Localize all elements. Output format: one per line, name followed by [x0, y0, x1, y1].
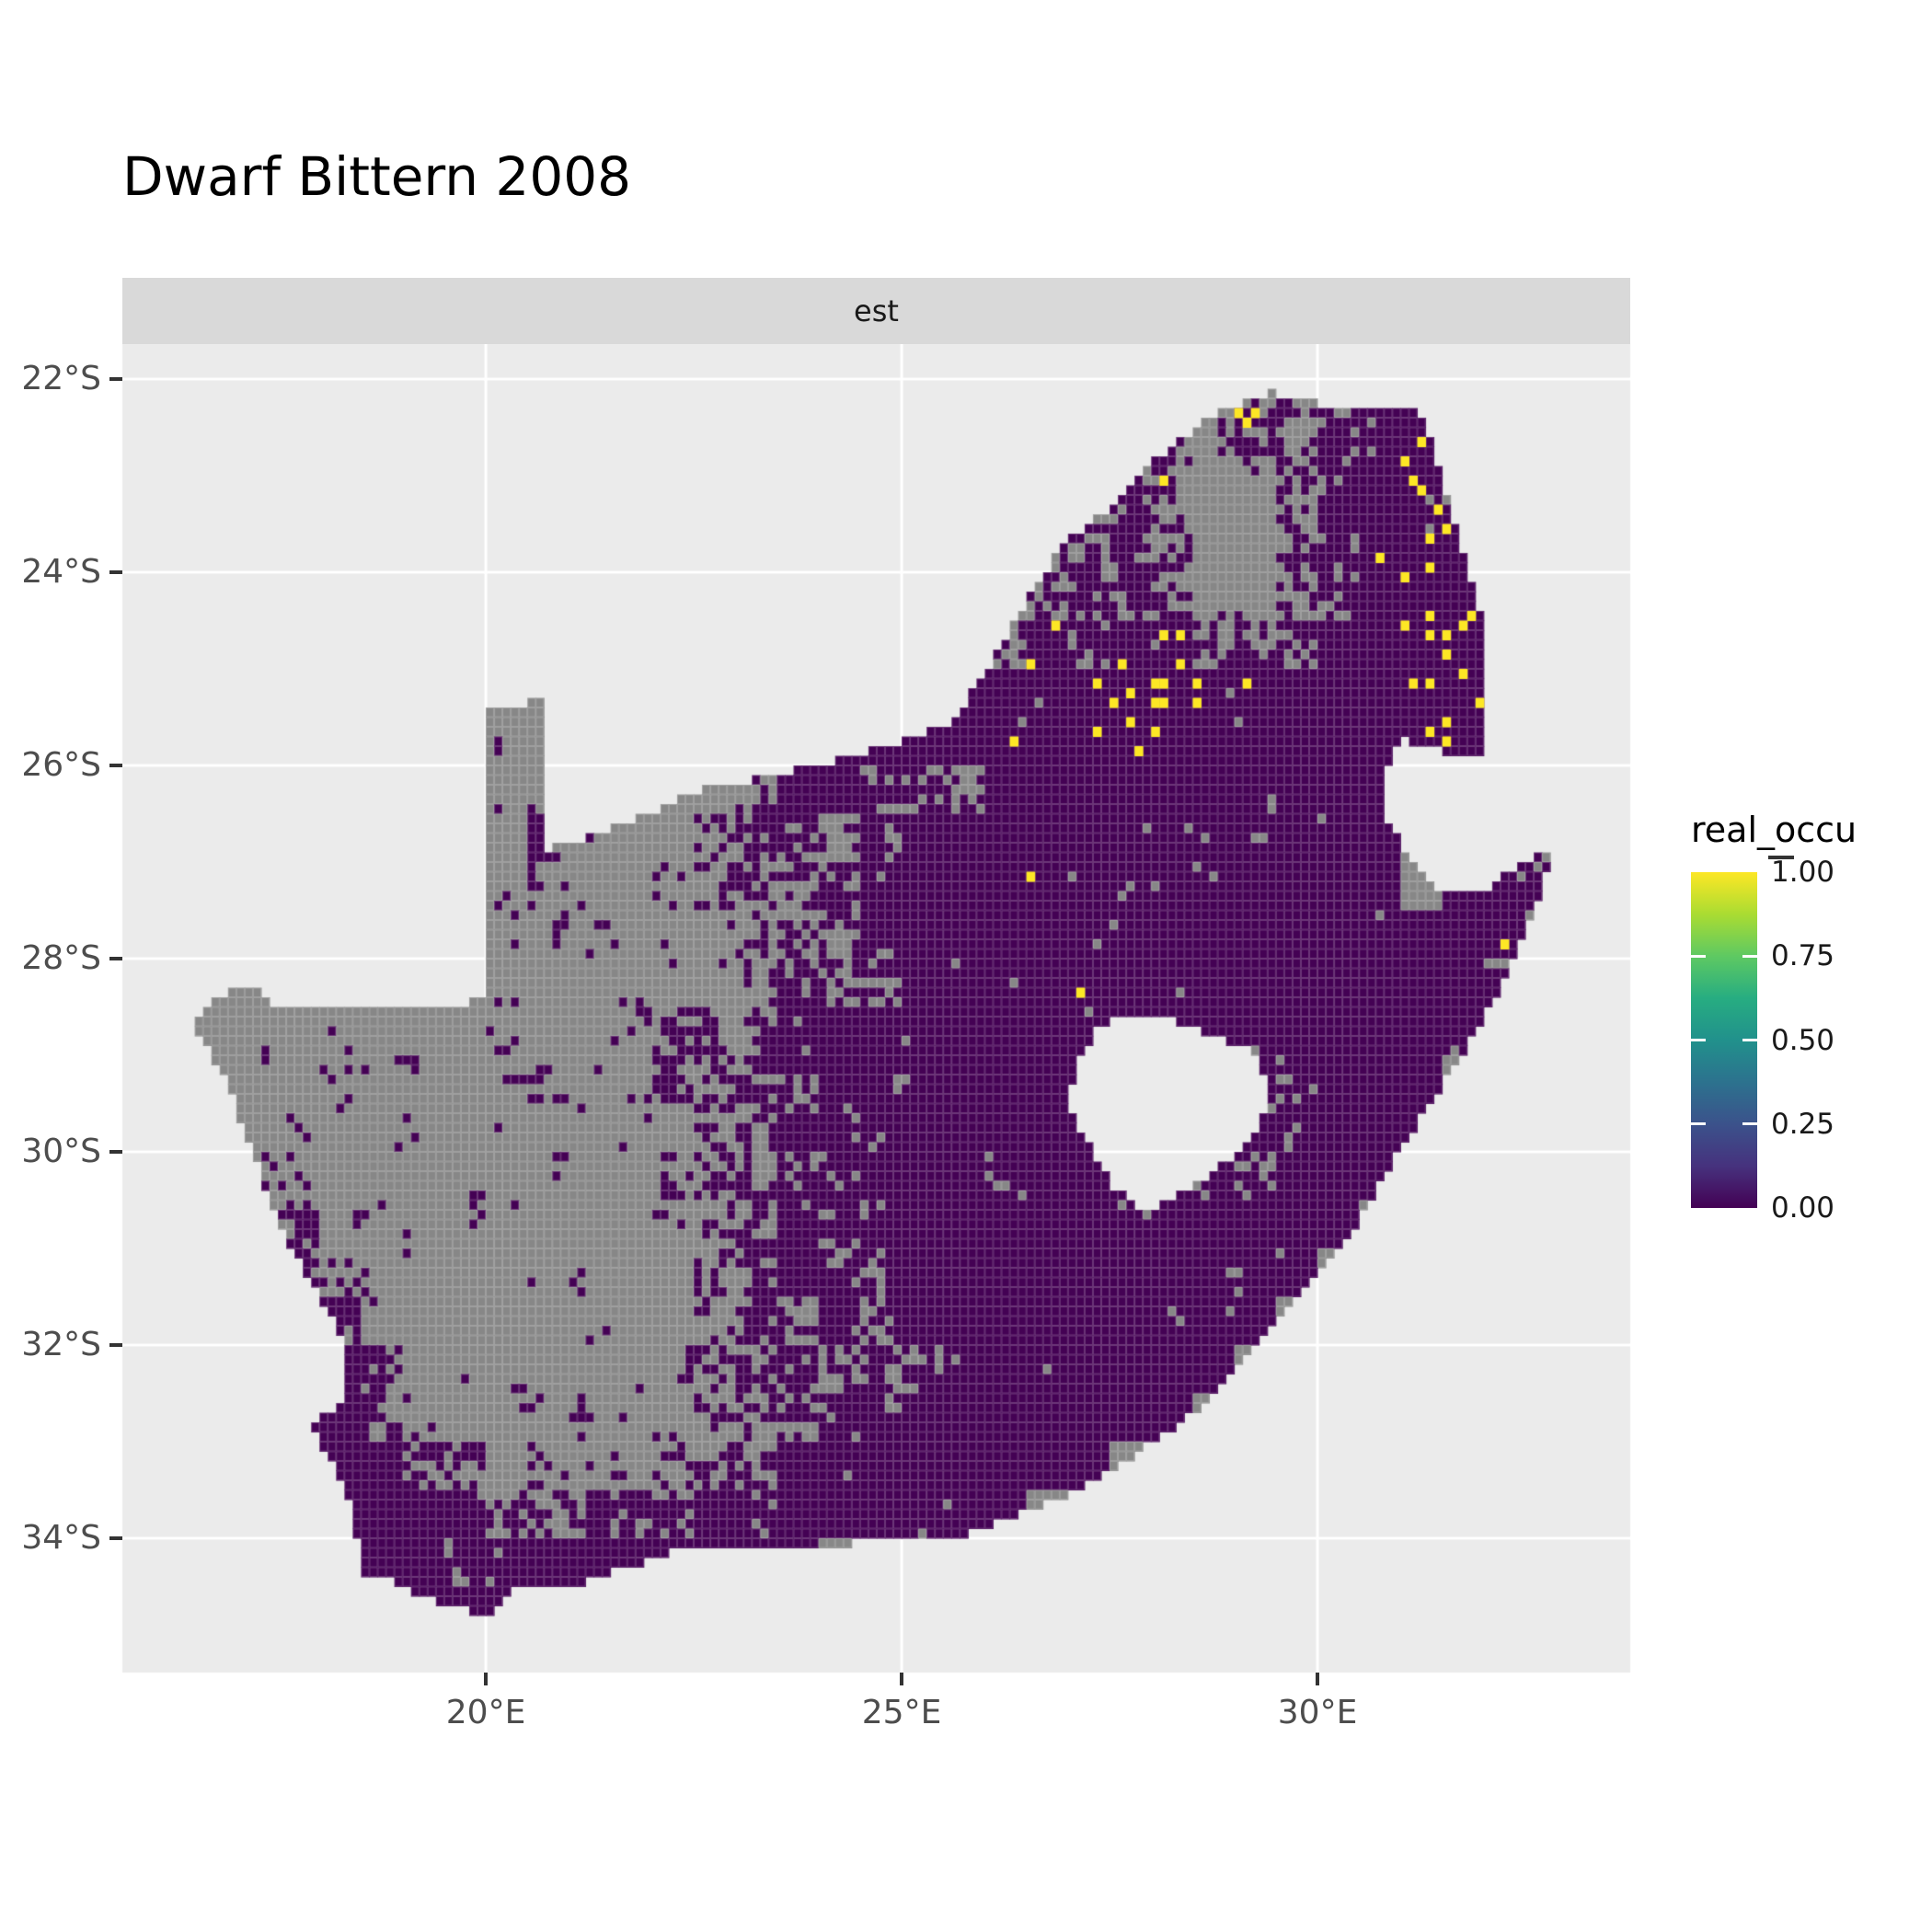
legend-tick-label: 0.75	[1771, 939, 1835, 973]
legend-tick-label: 0.50	[1771, 1023, 1835, 1057]
legend-top-tick	[1768, 856, 1794, 859]
legend-tick-label: 1.00	[1771, 856, 1835, 889]
y-axis-tick-label: 22°S	[21, 360, 101, 397]
legend-tick-label: 0.00	[1771, 1191, 1835, 1225]
facet-strip: est	[122, 278, 1630, 344]
y-axis-tick-label: 32°S	[21, 1326, 101, 1363]
y-axis-tick	[109, 1150, 122, 1154]
legend-colorbar-tick	[1691, 1122, 1706, 1126]
y-axis-tick-label: 24°S	[21, 553, 101, 591]
y-axis-tick	[109, 570, 122, 574]
x-axis-tick	[900, 1673, 904, 1685]
legend-colorbar-tick	[1691, 954, 1706, 958]
legend-tick-label: 0.25	[1771, 1107, 1835, 1141]
legend-colorbar-tick	[1742, 1039, 1757, 1041]
y-axis-tick	[109, 1536, 122, 1540]
legend-colorbar-tick	[1742, 1122, 1757, 1126]
x-axis-tick	[1316, 1673, 1320, 1685]
facet-strip-label: est	[854, 293, 899, 328]
x-axis-tick-label: 25°E	[861, 1694, 942, 1731]
x-axis-tick-label: 30°E	[1277, 1694, 1358, 1731]
y-axis-tick-label: 30°S	[21, 1133, 101, 1170]
legend-title: real_occu	[1691, 810, 1857, 850]
y-axis-tick	[109, 377, 122, 381]
y-axis-tick-label: 28°S	[21, 939, 101, 977]
x-axis-tick-label: 20°E	[445, 1694, 526, 1731]
y-axis-tick	[109, 764, 122, 767]
y-axis-tick	[109, 957, 122, 960]
legend-colorbar-tick	[1742, 954, 1757, 958]
plot-title: Dwarf Bittern 2008	[122, 145, 632, 208]
legend-colorbar-tick	[1691, 1039, 1706, 1041]
y-axis-tick	[109, 1343, 122, 1347]
y-axis-tick-label: 34°S	[21, 1519, 101, 1557]
x-axis-tick	[484, 1673, 489, 1685]
y-axis-tick-label: 26°S	[21, 746, 101, 784]
